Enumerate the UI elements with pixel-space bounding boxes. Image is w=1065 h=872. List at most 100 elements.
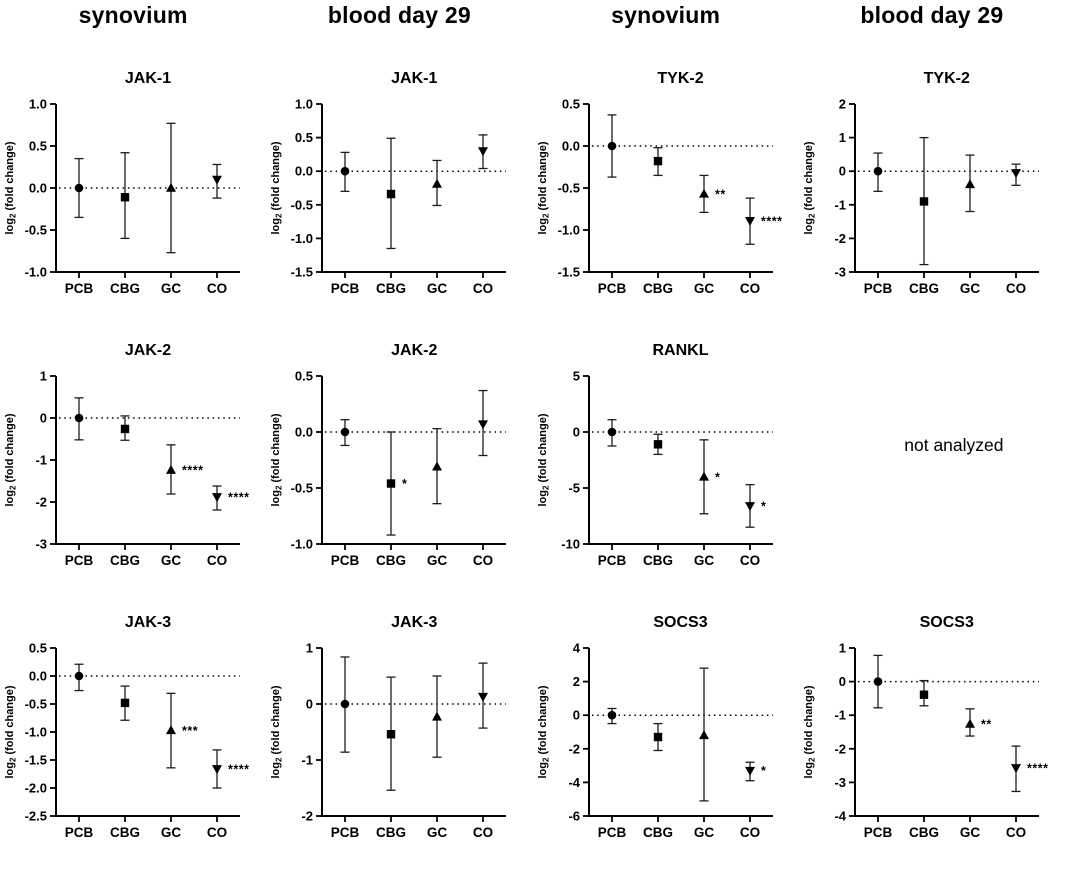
significance-label: ** — [981, 717, 992, 731]
x-tick-label: GC — [161, 553, 182, 568]
x-tick-label: PCB — [65, 825, 94, 840]
marker-circle-icon — [74, 183, 84, 193]
marker-triangle-down-icon — [1010, 169, 1021, 179]
y-tick-label: -1 — [35, 453, 47, 468]
y-axis-label: log2 (fold change) — [537, 413, 551, 506]
marker-circle-icon — [340, 427, 350, 437]
x-tick-label: GC — [427, 825, 448, 840]
marker-triangle-down-icon — [212, 765, 222, 775]
chart-jak1-blood: 1.0 0.5 0.0 -0.5 -1.0 -1.5 PCB CBG GC CO log2 (fol… — [270, 97, 507, 296]
y-tick-label: -6 — [568, 809, 580, 824]
y-tick-label: -3 — [834, 265, 846, 280]
y-axis-label: log2 (fold change) — [270, 413, 284, 506]
marker-triangle-down-icon — [744, 766, 755, 776]
y-tick-label: 1 — [306, 641, 313, 656]
marker-triangle-up-icon — [964, 179, 975, 189]
data-point-pcb — [74, 157, 84, 219]
y-tick-label: -2 — [302, 809, 314, 824]
x-tick-label: PCB — [597, 825, 626, 840]
x-tick-label: CO — [473, 281, 493, 296]
y-tick-label: 0.5 — [29, 139, 47, 154]
data-point-pcb — [74, 397, 84, 441]
marker-square-icon — [387, 479, 396, 488]
x-tick-label: GC — [693, 553, 714, 568]
y-tick-label: -1.0 — [557, 223, 579, 238]
significance-label: *** — [182, 724, 198, 738]
data-point-gc — [166, 122, 176, 254]
marker-triangle-up-icon — [698, 730, 709, 740]
marker-triangle-up-icon — [166, 464, 176, 474]
panel-jak1-blood: JAK-1 1.0 0.5 0.0 -0.5 -1.0 -1.5 PCB CBG GC CO log… — [266, 56, 532, 328]
significance-label: **** — [182, 464, 203, 478]
data-point-cbg — [653, 147, 662, 177]
x-tick-label: CBG — [376, 553, 406, 568]
marker-square-icon — [653, 156, 662, 166]
marker-triangle-down-icon — [478, 147, 489, 157]
x-tick-label: CBG — [376, 281, 406, 296]
marker-triangle-up-icon — [964, 718, 975, 728]
data-point-co: **** — [1010, 745, 1048, 793]
marker-square-icon — [120, 424, 130, 434]
y-axis-label: log2 (fold change) — [803, 685, 817, 778]
y-tick-label: 2 — [572, 674, 579, 689]
y-tick-label: -2.5 — [25, 809, 47, 824]
y-tick-label: -1.0 — [25, 725, 47, 740]
marker-triangle-up-icon — [698, 471, 709, 481]
marker-triangle-down-icon — [478, 420, 489, 430]
not-analyzed-note: not analyzed — [904, 434, 1004, 455]
data-point-cbg — [919, 136, 929, 266]
y-tick-label: 1.0 — [295, 97, 313, 112]
marker-circle-icon — [607, 710, 616, 720]
x-tick-label: CBG — [376, 825, 406, 840]
y-axis-label: log2 (fold change) — [270, 141, 284, 234]
x-tick-label: CO — [739, 281, 759, 296]
chart-jak2-synovium: 1 0 -1 -2 -3 PCB CBG GC CO **** **** log2 (fold cha… — [4, 369, 249, 569]
x-tick-label: GC — [161, 825, 182, 840]
data-point-pcb — [873, 152, 883, 193]
y-tick-label: 0 — [839, 164, 846, 179]
data-point-cbg — [386, 676, 396, 791]
y-tick-label: -1 — [834, 197, 846, 212]
panel-jak3-synovium: JAK-3 0.5 0.0 -0.5 -1.0 -1.5 -2.0 -2.5 PCB CBG GC… — [0, 600, 266, 872]
panel-title: JAK-3 — [124, 614, 172, 631]
marker-square-icon — [387, 189, 396, 199]
marker-square-icon — [120, 193, 130, 202]
marker-triangle-up-icon — [432, 711, 443, 721]
y-tick-label: 0.0 — [295, 425, 313, 440]
data-point-gc — [432, 159, 443, 207]
data-point-pcb — [607, 114, 616, 178]
marker-triangle-up-icon — [432, 178, 443, 188]
data-point-cbg — [919, 679, 929, 707]
y-tick-label: -4 — [568, 775, 580, 790]
marker-triangle-up-icon — [432, 461, 443, 471]
x-tick-label: CO — [473, 825, 493, 840]
x-tick-label: CBG — [909, 281, 939, 296]
y-tick-label: 1 — [40, 369, 47, 384]
y-tick-label: -5 — [568, 481, 580, 496]
x-tick-label: GC — [960, 281, 981, 296]
panel-socs3-synovium: SOCS3 4 2 0 -2 -4 -6 PCB CBG GC CO * log2 (fold cha… — [533, 600, 799, 872]
y-tick-label: -3 — [834, 775, 846, 790]
data-point-gc: ** — [698, 174, 725, 214]
data-point-pcb — [340, 419, 350, 447]
chart-jak2-blood: 0.5 0.0 -0.5 -1.0 PCB CBG GC CO * log2 (fold chan… — [270, 369, 507, 568]
data-point-pcb — [340, 151, 350, 193]
panel-jak2-synovium: JAK-2 1 0 -1 -2 -3 PCB CBG GC CO **** **** log2 (fo… — [0, 328, 266, 600]
x-tick-label: CO — [207, 825, 227, 840]
x-tick-label: CBG — [643, 825, 673, 840]
data-point-gc — [698, 667, 709, 802]
data-point-cbg — [653, 722, 662, 752]
y-tick-label: 0.0 — [29, 181, 47, 196]
marker-circle-icon — [74, 671, 84, 681]
panel-title: JAK-1 — [391, 70, 438, 87]
y-tick-label: -2.0 — [25, 781, 47, 796]
y-tick-label: 0.5 — [29, 641, 47, 656]
column-header-synovium-1: synovium — [78, 2, 188, 28]
y-tick-label: -0.5 — [291, 197, 313, 212]
panel-jak3-blood: JAK-3 1 0 -1 -2 PCB CBG GC CO log2 (fold change) — [266, 600, 532, 872]
y-tick-label: 0.5 — [295, 130, 313, 145]
data-point-pcb — [873, 654, 883, 709]
y-tick-label: 0.5 — [561, 97, 579, 112]
x-tick-label: PCB — [863, 281, 892, 296]
